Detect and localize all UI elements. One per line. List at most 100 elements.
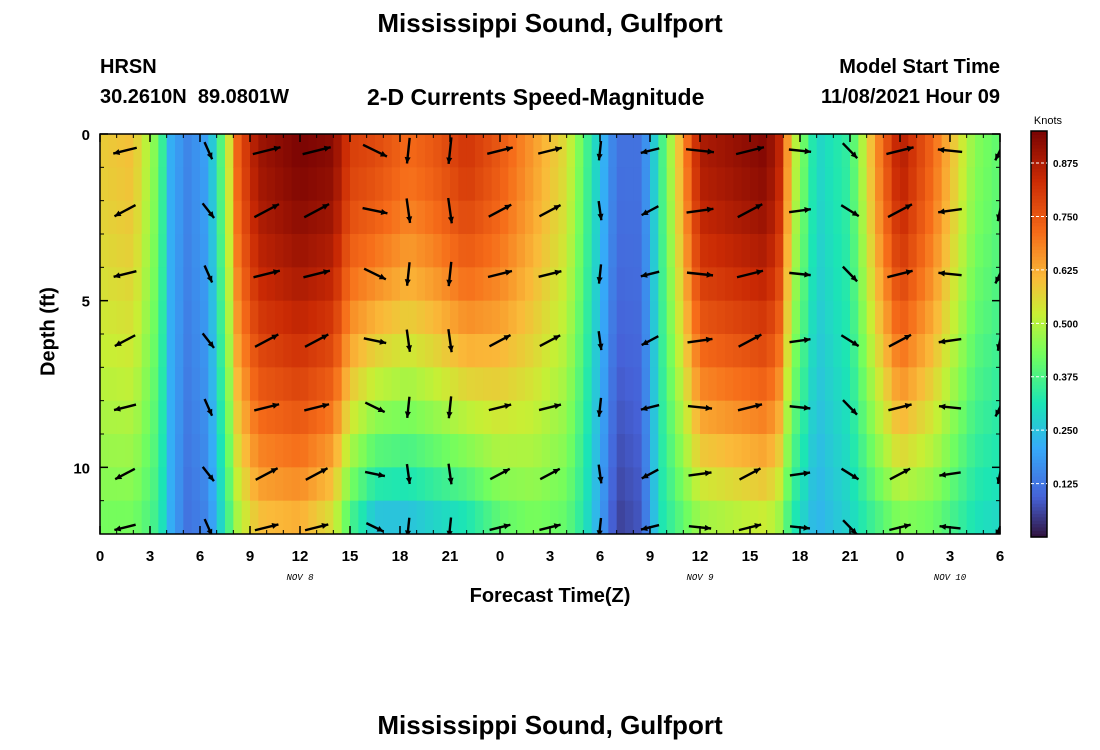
heat-cell <box>133 300 143 335</box>
heat-cell <box>300 434 309 468</box>
arrow-head <box>753 468 761 475</box>
arrow-head <box>505 269 512 276</box>
heat-cell <box>258 334 268 368</box>
heat-cell <box>158 434 168 468</box>
heat-cell <box>416 200 426 235</box>
heat-cell <box>500 267 509 302</box>
heat-cell <box>150 234 159 268</box>
heat-cell <box>275 200 284 235</box>
heat-cell <box>166 434 176 468</box>
heat-cell <box>991 167 1000 202</box>
heat-cell <box>641 400 651 435</box>
heat-cell <box>883 200 893 235</box>
heat-cell <box>150 134 159 168</box>
heat-cell <box>541 400 551 435</box>
heat-cell <box>416 400 426 435</box>
heat-cell <box>541 367 551 402</box>
heat-cell <box>783 500 793 534</box>
colorbar-swatch <box>1031 445 1047 450</box>
heat-cell <box>641 367 651 402</box>
heat-cell <box>750 234 759 268</box>
current-arrow <box>255 467 279 481</box>
heat-cell <box>158 500 168 534</box>
heat-cell <box>466 400 476 435</box>
heat-cell <box>858 467 868 502</box>
heat-cell <box>266 434 276 468</box>
current-arrow <box>840 334 860 348</box>
heat-cell <box>625 200 634 235</box>
heat-cell <box>975 200 984 235</box>
heat-cell <box>641 467 651 502</box>
colorbar-swatch <box>1031 276 1047 281</box>
heat-cell <box>475 300 484 335</box>
heat-cell <box>175 500 184 534</box>
heat-cell <box>683 200 693 235</box>
heat-cell <box>266 200 276 235</box>
arrow-head <box>504 403 512 410</box>
heat-cell <box>425 134 434 168</box>
heat-cell <box>591 334 601 368</box>
heat-cell <box>608 167 618 202</box>
heat-cell <box>266 500 276 534</box>
current-arrow <box>305 467 329 481</box>
heat-cell <box>225 334 234 368</box>
heat-cell <box>941 434 951 468</box>
heat-cell <box>316 234 326 268</box>
colorbar-swatch <box>1031 506 1047 511</box>
heat-cell <box>400 134 409 168</box>
heat-cell <box>908 134 918 168</box>
arrow-head <box>596 410 603 417</box>
heat-cell <box>958 134 968 168</box>
heat-cell <box>100 367 109 402</box>
heat-cell <box>700 400 709 435</box>
heat-cell <box>616 200 626 235</box>
heat-cell <box>925 467 934 502</box>
arrow-head <box>850 151 858 159</box>
heat-cell <box>975 367 984 402</box>
current-arrow <box>488 203 512 218</box>
heat-cell <box>608 200 618 235</box>
heat-cell <box>808 434 818 468</box>
heat-cell <box>650 200 659 235</box>
heat-cell <box>700 334 709 368</box>
arrow-head <box>903 523 911 530</box>
heat-cell <box>625 167 634 202</box>
heat-cell <box>691 300 701 335</box>
heat-cell <box>133 334 143 368</box>
heat-cell <box>833 234 843 268</box>
heat-cell <box>508 334 518 368</box>
heat-cell <box>366 367 376 402</box>
heat-cell <box>125 134 134 168</box>
heat-cell <box>908 167 918 202</box>
heat-cell <box>491 267 501 302</box>
heat-cell <box>383 234 393 268</box>
heat-cell <box>633 300 643 335</box>
heat-cell <box>800 234 809 268</box>
heat-cell <box>225 134 234 168</box>
current-arrow <box>114 334 136 348</box>
heat-cell <box>800 267 809 302</box>
heat-cell <box>633 434 643 468</box>
heat-cell <box>791 234 801 268</box>
heat-cell <box>491 467 501 502</box>
x-tick-label: 21 <box>842 548 859 565</box>
heat-cell <box>591 400 601 435</box>
heat-cell <box>416 334 426 368</box>
heat-cell <box>933 400 943 435</box>
heat-cell <box>508 167 518 202</box>
heat-cell <box>316 434 326 468</box>
heat-cell <box>550 167 559 202</box>
heat-cell <box>450 200 459 235</box>
heat-cell <box>991 134 1000 168</box>
heat-cell <box>783 167 793 202</box>
colorbar-swatch <box>1031 455 1047 460</box>
heat-cell <box>883 434 893 468</box>
heat-cell <box>433 334 443 368</box>
heat-cell <box>383 267 393 302</box>
heat-cell <box>200 400 209 435</box>
heat-cell <box>766 167 776 202</box>
heat-cell <box>725 267 734 302</box>
arrow-head <box>597 213 604 221</box>
heat-cell <box>975 434 984 468</box>
